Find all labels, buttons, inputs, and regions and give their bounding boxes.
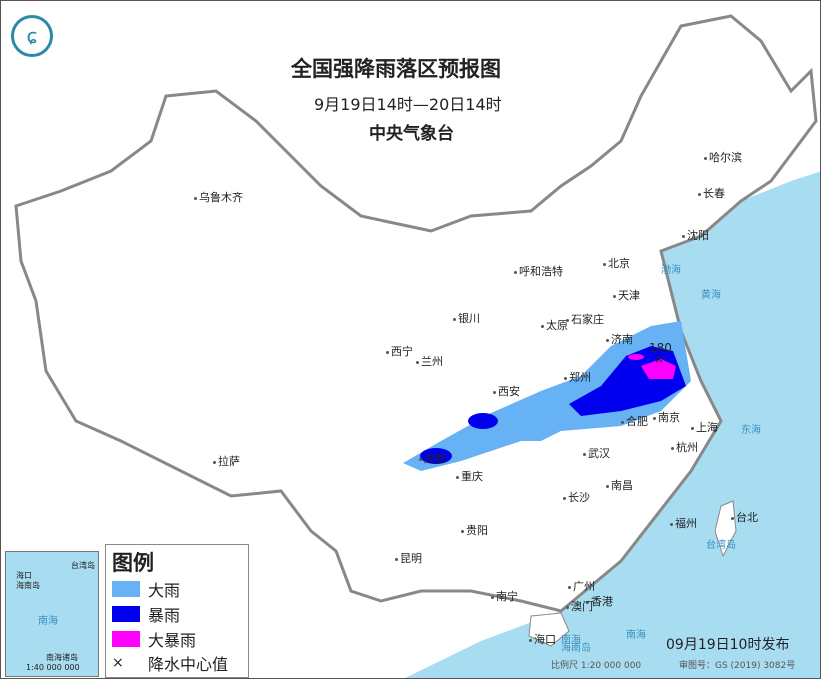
legend-item-heavy-rainstorm: 大暴雨 [112,627,196,651]
city-label: 福州 [670,515,697,531]
city-label: 合肥 [621,413,648,429]
legend-label: 大雨 [148,581,181,600]
china-outline [14,14,818,613]
legend-label: 大暴雨 [148,631,197,650]
south-china-sea-inset: 南海 海南岛 海口 台湾岛 南海诸岛 1:40 000 000 [5,551,99,677]
legend-item-heavy-rain: 大雨 [112,577,180,601]
city-label: 贵阳 [461,522,488,538]
city-label: 重庆 [456,468,483,484]
precip-center-marker: × [654,352,665,366]
city-label: 香港 [586,593,613,609]
inset-label: 海口 [16,571,32,580]
legend-item-precip-center: × 降水中心值 [112,651,228,675]
heavy-rainstorm-area [641,359,676,379]
city-label: 杭州 [671,439,698,455]
inset-label: 海南岛 [16,581,40,590]
city-label: 昆明 [395,550,422,566]
city-label: 北京 [603,255,630,271]
ocean [405,171,820,678]
city-label: 成都 [419,450,446,466]
legend: 图例 大雨 暴雨 大暴雨 × 降水中心值 [105,544,249,678]
city-label: 石家庄 [566,311,604,327]
city-label: 天津 [613,287,640,303]
cross-icon: × [112,655,124,671]
city-label: 广州 [568,578,595,594]
agency-name: 中央气象台 [369,124,454,144]
city-label: 南京 [653,409,680,425]
city-label: 武汉 [583,445,610,461]
city-label: 沈阳 [682,227,709,243]
city-label: 南宁 [491,588,518,604]
sea-label: 南海 [626,630,646,641]
scale-text: 比例尺 1:20 000 000 [551,661,642,671]
city-label: 兰州 [416,353,443,369]
inset-label: 台湾岛 [71,561,95,570]
city-label: 呼和浩特 [514,263,563,279]
inset-scale: 1:40 000 000 [26,663,80,672]
city-label: 长沙 [563,489,590,505]
map-title: 全国强降雨落区预报图 [291,57,501,81]
sea-label: 渤海 [661,265,681,276]
heavy-rainstorm-area [628,354,644,360]
sea-label: 海南岛 [561,643,591,654]
sea-label: 台湾岛 [706,540,736,551]
city-label: 太原 [541,317,568,333]
sea-label: 南海 [561,635,581,646]
city-label: 长春 [698,185,725,201]
issued-time: 09月19日10时发布 [666,637,790,653]
city-label: 海口 [529,631,556,647]
legend-item-rainstorm: 暴雨 [112,602,180,626]
city-label: 哈尔滨 [704,149,742,165]
legend-label: 暴雨 [148,606,181,625]
sea-label: 东海 [741,425,761,436]
inset-label: 南海 [38,616,58,627]
heavy-rain-area [403,321,691,471]
sea-label: 黄海 [701,290,721,301]
city-label: 西宁 [386,343,413,359]
precip-center-value: 180 [649,341,672,355]
city-label: 济南 [606,331,633,347]
approval-number: 审图号：GS (2019) 3082号 [679,661,796,671]
map-subtitle: 9月19日14时—20日14时 [314,95,502,114]
city-label: 澳门 [566,598,593,614]
legend-title: 图例 [112,551,154,575]
taiwan-island [714,500,737,558]
city-label: 上海 [691,419,718,435]
city-label: 台北 [731,509,758,525]
cma-logo-icon: ɕ [11,15,53,57]
city-label: 乌鲁木齐 [194,189,243,205]
legend-label: 降水中心值 [148,655,229,674]
city-label: 银川 [453,310,480,326]
inset-label: 南海诸岛 [46,653,78,662]
city-label: 拉萨 [213,453,240,469]
rainstorm-area [468,413,498,429]
rainstorm-area [420,448,452,464]
city-label: 西安 [493,383,520,399]
city-label: 郑州 [564,369,591,385]
city-label: 南昌 [606,477,633,493]
hainan-island [528,612,570,647]
